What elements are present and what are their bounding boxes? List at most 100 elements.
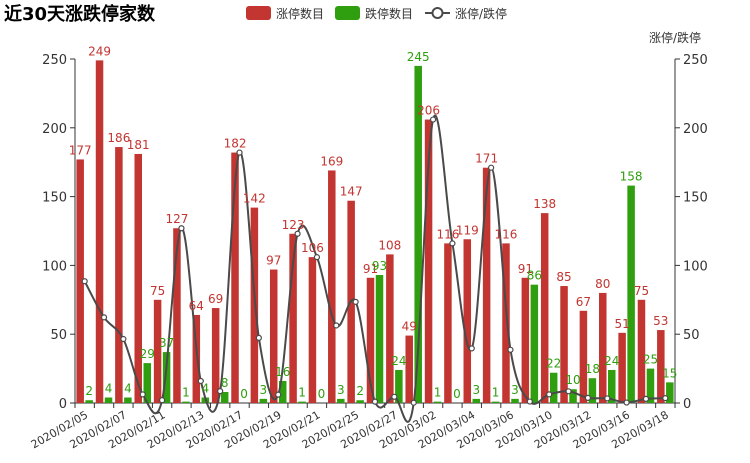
ratio-point xyxy=(333,322,340,329)
limit-down-value-label: 24 xyxy=(391,354,406,368)
limit-down-value-label: 18 xyxy=(585,362,600,376)
limit-down-bar xyxy=(511,398,519,403)
limit-down-value-label: 3 xyxy=(337,383,345,397)
legend-item[interactable]: 涨停/跌停 xyxy=(425,6,507,21)
limit-down-bar xyxy=(549,372,558,403)
limit-up-value-label: 75 xyxy=(150,284,165,298)
right-y-tick-label: 250 xyxy=(683,53,708,68)
ratio-point xyxy=(178,225,185,232)
legend-item[interactable]: 跌停数目 xyxy=(335,6,413,21)
limit-up-bar xyxy=(560,286,568,403)
legend-label: 涨停数目 xyxy=(276,6,324,21)
limit-up-bar xyxy=(424,119,433,403)
limit-up-value-label: 108 xyxy=(378,238,401,252)
right-y-tick-label: 150 xyxy=(683,191,708,206)
limit-down-value-label: 245 xyxy=(407,50,430,64)
limit-up-value-label: 80 xyxy=(595,277,610,291)
ratio-point xyxy=(371,398,379,405)
limit-down-bar xyxy=(666,382,674,403)
limit-down-bar xyxy=(472,398,481,403)
limit-up-bar xyxy=(521,277,530,403)
limit-up-value-label: 97 xyxy=(266,254,281,268)
limit-down-value-label: 86 xyxy=(527,269,542,283)
right-axis-name: 涨停/跌停 xyxy=(649,30,701,45)
limit-down-bar xyxy=(259,398,268,403)
limit-down-bar xyxy=(124,397,132,403)
ratio-point xyxy=(449,240,456,247)
limit-down-bar xyxy=(104,397,113,403)
ratio-point xyxy=(468,345,475,352)
limit-down-value-label: 16 xyxy=(275,365,290,379)
limit-up-value-label: 69 xyxy=(208,292,223,306)
ratio-point xyxy=(139,391,146,398)
limit-up-value-label: 91 xyxy=(518,262,533,276)
ratio-point xyxy=(507,346,514,353)
limit-up-bar xyxy=(502,243,510,403)
limit-up-bar xyxy=(289,233,297,403)
limit-up-bar xyxy=(173,228,181,403)
limit-up-bar xyxy=(657,330,665,403)
limit-down-value-label: 37 xyxy=(159,336,174,350)
limit-up-value-label: 142 xyxy=(243,192,266,206)
ratio-point xyxy=(662,395,669,402)
limit-up-bar xyxy=(579,310,588,403)
limit-up-bar xyxy=(328,170,336,403)
ratio-point xyxy=(100,314,108,321)
bars xyxy=(76,60,674,403)
ratio-point xyxy=(565,388,572,395)
limit-down-bar xyxy=(414,65,422,403)
limit-up-value-label: 85 xyxy=(556,270,571,284)
limit-down-bar xyxy=(588,378,597,403)
limit-up-value-label: 182 xyxy=(224,137,247,151)
legend-item[interactable]: 涨停数目 xyxy=(246,6,324,21)
limit-down-value-label: 1 xyxy=(182,386,190,400)
limit-up-value-label: 51 xyxy=(614,317,629,331)
ratio-point xyxy=(158,397,166,404)
limit-down-value-label: 2 xyxy=(85,384,93,398)
limit-up-value-label: 64 xyxy=(189,299,204,313)
limit-up-value-label: 116 xyxy=(436,227,459,241)
limit-up-bar xyxy=(405,335,413,403)
right-y-tick-label: 0 xyxy=(683,397,691,412)
limit-down-bar xyxy=(85,400,93,403)
ratio-point xyxy=(488,164,495,171)
left-y-tick-label: 0 xyxy=(59,397,67,412)
limit-up-value-label: 127 xyxy=(165,212,188,226)
legend-swatch xyxy=(246,6,271,20)
limit-down-bar xyxy=(375,275,384,403)
limit-down-value-label: 15 xyxy=(662,366,677,380)
limit-up-bar xyxy=(482,167,491,403)
limit-down-bar xyxy=(337,398,345,403)
left-y-tick-label: 50 xyxy=(50,328,67,343)
limit-down-bar xyxy=(627,185,635,403)
limit-up-value-label: 116 xyxy=(495,227,518,241)
limit-up-bar xyxy=(599,292,607,403)
limit-up-bar xyxy=(366,277,375,403)
limit-down-bar xyxy=(298,401,306,403)
limit-up-bar xyxy=(231,152,239,403)
ratio-point xyxy=(236,149,243,156)
limit-up-value-label: 169 xyxy=(320,154,343,168)
ratio-point xyxy=(410,399,417,406)
limit-up-value-label: 171 xyxy=(475,152,498,166)
limit-down-value-label: 4 xyxy=(124,381,132,395)
ratio-point xyxy=(313,254,321,261)
ratio-point xyxy=(391,393,398,400)
ratio-line-path xyxy=(83,114,666,423)
limit-down-value-label: 22 xyxy=(546,357,561,371)
limit-up-value-label: 106 xyxy=(301,241,324,255)
limit-down-bar xyxy=(395,369,403,403)
limit-down-value-label: 24 xyxy=(604,354,619,368)
ratio-point xyxy=(217,388,224,395)
left-y-tick-label: 100 xyxy=(42,259,67,274)
limit-down-value-label: 2 xyxy=(356,384,364,398)
limit-up-bar xyxy=(95,60,104,403)
limit-down-bar xyxy=(569,389,577,403)
limit-down-bar xyxy=(162,352,171,403)
legend-swatch xyxy=(335,6,360,20)
legend[interactable]: 涨停数目 跌停数目 涨停/跌停 xyxy=(246,6,507,21)
ratio-point xyxy=(255,334,262,341)
limit-up-value-label: 119 xyxy=(456,223,479,237)
ratio-point xyxy=(526,398,533,405)
